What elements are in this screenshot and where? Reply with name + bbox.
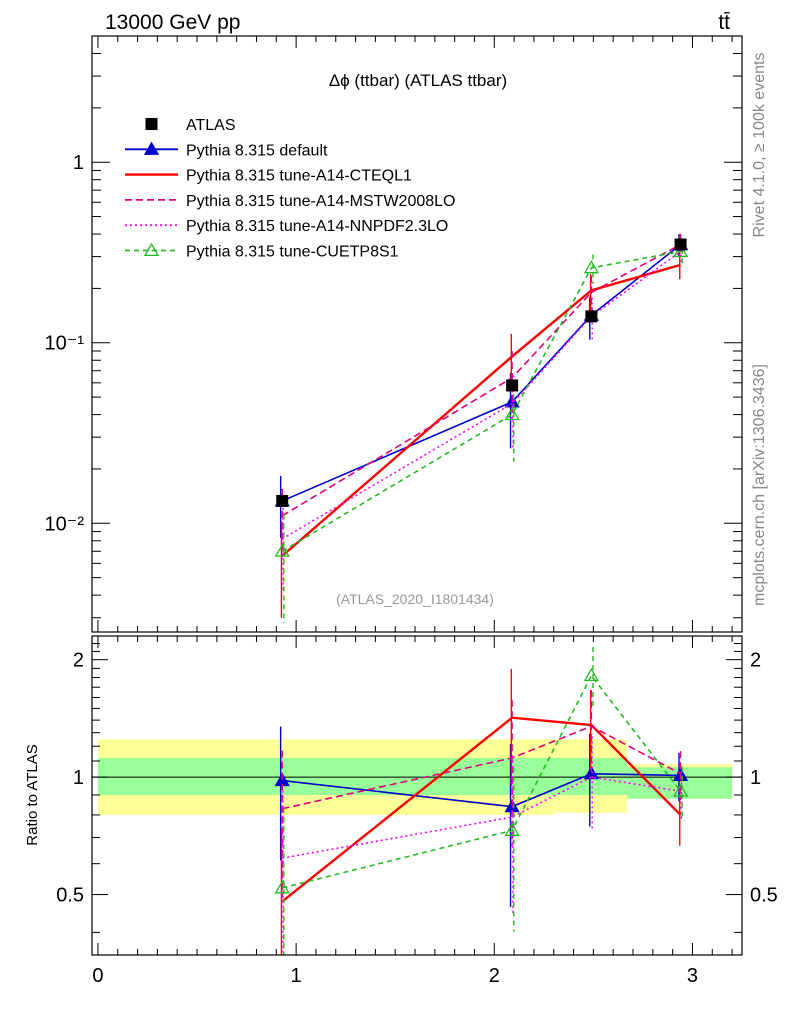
legend-marker (143, 242, 160, 257)
analysis-watermark: (ATLAS_2020_I1801434) (336, 591, 494, 607)
main-y-tick-label: 10⁻¹ (45, 333, 85, 355)
x-tick-label: 3 (687, 965, 698, 987)
x-tick-label: 0 (92, 965, 103, 987)
ratio-y-tick-label: 0.5 (56, 885, 84, 907)
ratio-y-tick-label: 1 (73, 767, 84, 789)
x-tick-label: 2 (489, 965, 500, 987)
ratio-series-line (282, 772, 681, 808)
inner-uncertainty-band (97, 757, 554, 795)
main-series-line (281, 243, 681, 517)
legend-entry-4: Pythia 8.315 tune-A14-NNPDF2.3LO (125, 218, 448, 235)
data-points (276, 238, 687, 507)
main-series-line (281, 263, 681, 557)
ratio-y-tick-label-right: 0.5 (750, 885, 778, 907)
ratio-frame (91, 635, 743, 956)
main-point-marker (583, 260, 600, 274)
ratio-series-3 (282, 736, 683, 955)
legend-entry-3: Pythia 8.315 tune-A14-MSTW2008LO (125, 193, 455, 210)
data-point-marker (585, 310, 598, 323)
main-series-4 (274, 240, 689, 624)
main-y-tick-label: 10⁻² (45, 513, 85, 535)
ratio-y-axis-label: Ratio to ATLAS (24, 744, 41, 845)
ratio-series-line (282, 674, 682, 889)
ratio-point-marker (274, 880, 290, 894)
ratio-series-line (282, 776, 681, 859)
legend-label: Pythia 8.315 tune-A14-MSTW2008LO (186, 193, 455, 210)
header-energy-label: 13000 GeV pp (105, 11, 240, 34)
main-point-marker (274, 543, 290, 557)
ratio-point-marker (583, 765, 600, 780)
main-series-line (281, 250, 681, 552)
main-y-tick-label: 1 (73, 152, 84, 174)
data-point-marker (674, 238, 687, 251)
chart-title: Δϕ (ttbar) (ATLAS ttbar) (329, 71, 507, 90)
main-series-line (281, 250, 682, 540)
ratio-series-2 (281, 690, 682, 898)
legend-label: Pythia 8.315 tune-A14-NNPDF2.3LO (186, 218, 448, 235)
axes-layer: 0 1 2 3 1 10⁻¹ 10⁻² 2 2 1 1 0.5 0.5 (45, 35, 778, 987)
ratio-series-layer (274, 646, 689, 955)
legend-label: Pythia 8.315 tune-CUETP8S1 (186, 244, 399, 261)
ratio-point-marker (504, 822, 520, 836)
legend-entry-2: Pythia 8.315 tune-A14-CTEQL1 (125, 168, 412, 185)
legend-label: Pythia 8.315 tune-A14-CTEQL1 (186, 168, 412, 185)
legend-entry-5: Pythia 8.315 tune-CUETP8S1 (125, 242, 399, 261)
data-point-marker (276, 494, 289, 507)
header-process-label: tt̄ (718, 11, 730, 34)
ratio-y-tick-label: 2 (73, 650, 84, 672)
ratio-series-4 (274, 646, 689, 955)
main-frame (91, 35, 743, 633)
main-series-layer (274, 234, 689, 624)
main-series-1 (280, 252, 681, 618)
ratio-y-tick-label-right: 2 (750, 650, 761, 672)
legend: ATLAS Pythia 8.315 default Pythia 8.315 tu… (125, 117, 455, 261)
legend-label: Pythia 8.315 default (186, 142, 328, 159)
rivet-version-label: Rivet 4.1.0, ≥ 100k events (751, 53, 768, 238)
ratio-point-marker (672, 783, 689, 797)
mcplots-label: mcplots.cern.ch [arXiv:1306.3436] (751, 364, 768, 606)
legend-entry-0: ATLAS (145, 117, 236, 134)
ratio-series-line (281, 716, 682, 903)
main-point-marker (504, 406, 520, 421)
ratio-series-1 (280, 668, 682, 955)
ratio-point-marker (583, 667, 600, 682)
ratio-y-tick-label-right: 1 (750, 767, 761, 789)
legend-marker (143, 141, 160, 155)
x-tick-label: 1 (291, 965, 302, 987)
legend-entry-1: Pythia 8.315 default (125, 141, 328, 159)
ratio-series-line (282, 725, 681, 810)
main-point-marker (672, 243, 689, 258)
main-series-line (281, 243, 682, 502)
data-point-marker (506, 379, 519, 392)
legend-label: ATLAS (186, 117, 236, 134)
legend-marker (145, 118, 158, 130)
